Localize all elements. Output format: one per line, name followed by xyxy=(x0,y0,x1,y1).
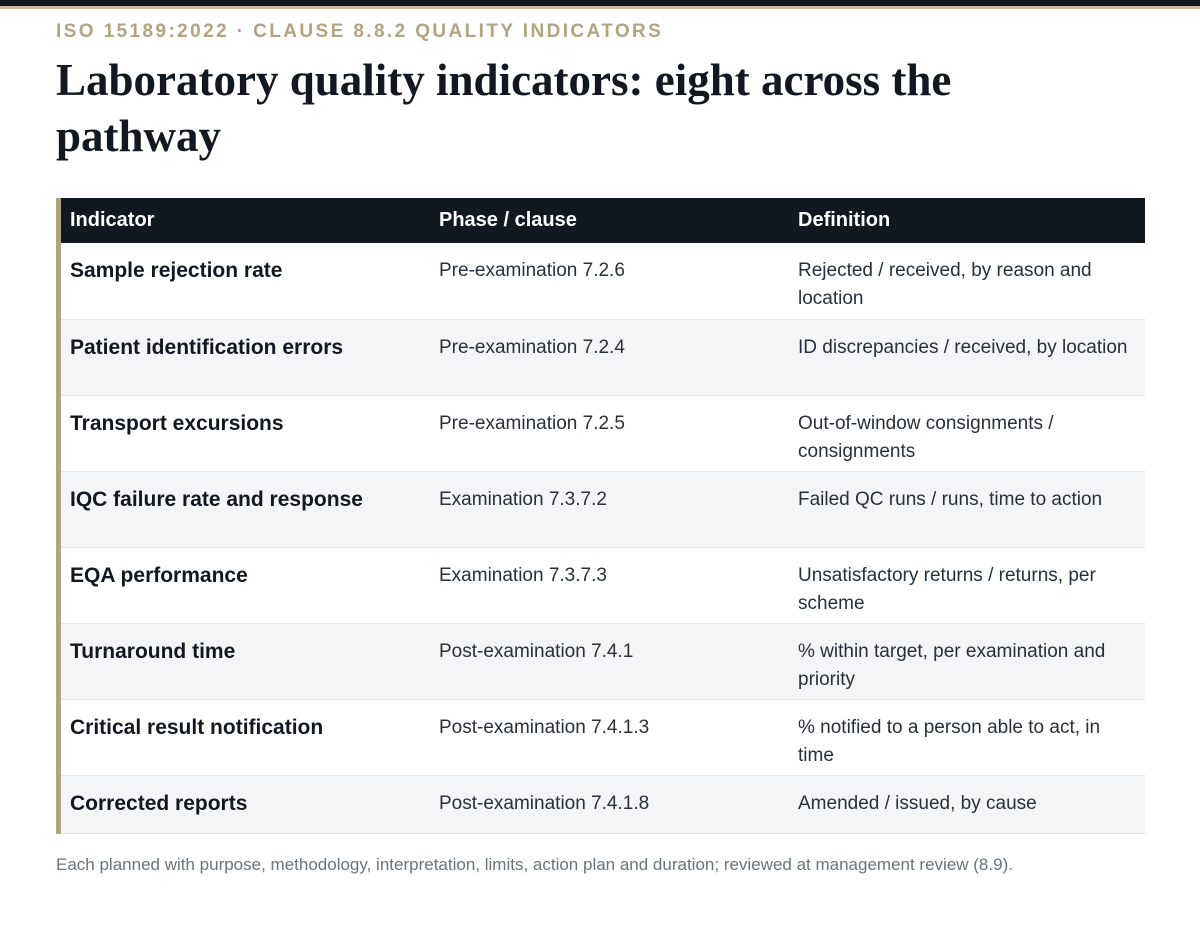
column-header-phase: Phase / clause xyxy=(439,209,577,231)
table-row: Sample rejection rate Pre-examination 7.… xyxy=(61,243,1145,319)
definition-cell: ID discrepancies / received, by location xyxy=(798,336,1128,358)
footnote: Each planned with purpose, methodology, … xyxy=(56,855,1013,874)
table-row: EQA performance Examination 7.3.7.3 Unsa… xyxy=(61,547,1145,623)
indicator-cell: Sample rejection rate xyxy=(70,259,283,282)
top-rule-accent xyxy=(0,6,1200,9)
table-row: Corrected reports Post-examination 7.4.1… xyxy=(61,775,1145,833)
definition-cell: Amended / issued, by cause xyxy=(798,792,1037,814)
definition-cell: % notified to a person able to act, in t… xyxy=(798,716,1101,766)
column-header-definition: Definition xyxy=(798,209,891,231)
indicator-cell: Transport excursions xyxy=(70,411,284,435)
phase-cell: Examination 7.3.7.2 xyxy=(439,488,607,510)
table-row: IQC failure rate and response Examinatio… xyxy=(61,471,1145,547)
column-header-indicator: Indicator xyxy=(70,209,155,231)
table-row: Turnaround time Post-examination 7.4.1 %… xyxy=(61,623,1145,699)
phase-cell: Post-examination 7.4.1 xyxy=(439,640,634,662)
indicator-cell: Corrected reports xyxy=(70,791,248,815)
phase-cell: Pre-examination 7.2.6 xyxy=(439,260,625,281)
indicator-cell: EQA performance xyxy=(70,563,248,587)
indicator-cell: Patient identification errors xyxy=(70,335,344,359)
indicator-cell: Critical result notification xyxy=(70,715,324,739)
phase-cell: Post-examination 7.4.1.3 xyxy=(439,716,650,738)
table-row: Critical result notification Post-examin… xyxy=(61,699,1145,775)
definition-cell: Failed QC runs / runs, time to action xyxy=(798,488,1103,510)
indicator-cell: Turnaround time xyxy=(70,639,236,663)
phase-cell: Post-examination 7.4.1.8 xyxy=(439,792,650,814)
phase-cell: Examination 7.3.7.3 xyxy=(439,564,607,586)
table-row: Patient identification errors Pre-examin… xyxy=(61,319,1145,395)
page-title: Laboratory quality indicators: eight acr… xyxy=(56,55,952,161)
phase-cell: Pre-examination 7.2.4 xyxy=(439,336,625,358)
definition-cell: Unsatisfactory returns / returns, per sc… xyxy=(798,564,1096,614)
definition-cell: Out-of-window consignments / consignment… xyxy=(798,412,1054,462)
table-row: Transport excursions Pre-examination 7.2… xyxy=(61,395,1145,471)
eyebrow-label: ISO 15189:2022 · CLAUSE 8.8.2 QUALITY IN… xyxy=(56,21,664,42)
indicator-cell: IQC failure rate and response xyxy=(70,487,363,511)
indicators-table: Indicator Phase / clause Definition Samp… xyxy=(61,198,1145,834)
indicators-table-wrapper: Indicator Phase / clause Definition Samp… xyxy=(56,198,1145,834)
table-header-row: Indicator Phase / clause Definition xyxy=(61,198,1145,243)
phase-cell: Pre-examination 7.2.5 xyxy=(439,412,625,434)
definition-cell: Rejected / received, by reason and locat… xyxy=(798,260,1092,309)
definition-cell: % within target, per examination and pri… xyxy=(798,640,1106,690)
top-rule xyxy=(0,0,1200,6)
